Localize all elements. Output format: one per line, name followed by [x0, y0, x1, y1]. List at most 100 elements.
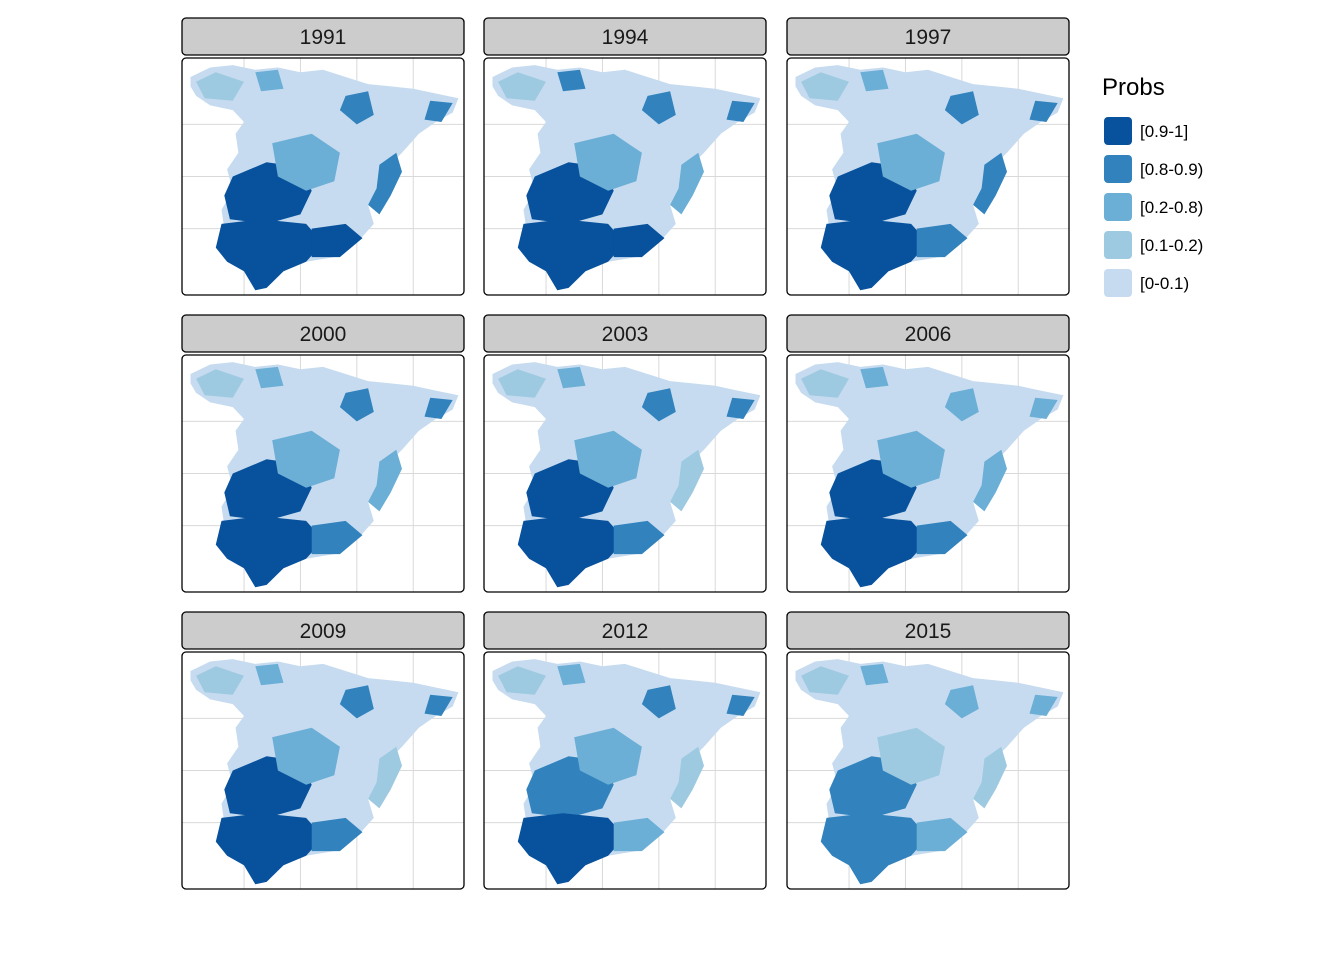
region-northeast: [944, 388, 979, 422]
region-east: [670, 449, 704, 512]
legend-items: [0.9-1] [0.8-0.9) [0.2-0.8) [0.1-0.2) [0-0.1…: [1104, 117, 1203, 297]
region-center: [272, 727, 340, 785]
panel-strip: [483, 17, 767, 56]
region-south: [613, 817, 665, 852]
legend-key: [1104, 117, 1132, 145]
region-north: [498, 72, 546, 101]
map-panel-2009: 2009: [181, 611, 465, 890]
map-panel-1994: 1994: [483, 17, 767, 296]
region-southwest: [517, 219, 625, 291]
region-southwest: [215, 219, 323, 291]
region-north: [498, 666, 546, 695]
region-cantabria: [557, 366, 586, 389]
region-catalonia-coast: [726, 100, 755, 122]
region-south: [916, 817, 968, 852]
region-east: [368, 449, 402, 512]
legend-label: [0.1-0.2): [1140, 236, 1203, 255]
panel-year-label: 2015: [905, 620, 952, 643]
panel-strip: [786, 611, 1070, 650]
panel-strip: [786, 314, 1070, 353]
region-cantabria: [860, 366, 889, 389]
map-panel-2000: 2000: [181, 314, 465, 593]
region-east: [973, 152, 1007, 215]
region-center: [877, 430, 945, 488]
panel-frame: [483, 354, 767, 593]
region-center: [574, 430, 642, 488]
region-south: [613, 520, 665, 555]
region-east: [670, 746, 704, 809]
region-north: [801, 369, 849, 398]
panel-frame: [786, 354, 1070, 593]
panel-year-label: 1991: [300, 26, 347, 49]
legend-key: [1104, 155, 1132, 183]
map-panel-2012: 2012: [483, 611, 767, 890]
region-catalonia-coast: [1029, 100, 1058, 122]
panel-frame: [181, 57, 465, 296]
region-east: [973, 449, 1007, 512]
region-south: [613, 223, 665, 258]
region-cantabria: [255, 69, 284, 92]
region-catalonia-coast: [424, 694, 453, 716]
region-catalonia-coast: [424, 397, 453, 419]
region-center: [272, 133, 340, 191]
region-north: [801, 666, 849, 695]
panel-year-label: 2006: [905, 323, 952, 346]
legend-key: [1104, 231, 1132, 259]
region-southwest: [820, 219, 928, 291]
region-center: [272, 430, 340, 488]
panel-year-label: 2009: [300, 620, 347, 643]
panel-strip: [786, 17, 1070, 56]
region-center: [574, 727, 642, 785]
region-northeast: [641, 91, 676, 125]
region-north: [498, 369, 546, 398]
panel-year-label: 1997: [905, 26, 952, 49]
region-cantabria: [860, 663, 889, 686]
legend-key: [1104, 193, 1132, 221]
region-northeast: [944, 91, 979, 125]
region-south: [311, 223, 363, 258]
region-cantabria: [255, 366, 284, 389]
legend-title: Probs: [1102, 74, 1165, 101]
region-cantabria: [860, 69, 889, 92]
region-northeast: [641, 388, 676, 422]
region-northeast: [339, 685, 374, 719]
legend-label: [0.2-0.8): [1140, 198, 1203, 217]
region-northeast: [641, 685, 676, 719]
region-southwest: [517, 516, 625, 588]
region-north: [196, 369, 244, 398]
region-southwest: [215, 516, 323, 588]
region-southwest: [820, 813, 928, 885]
panel-year-label: 2012: [602, 620, 649, 643]
panel-frame: [786, 651, 1070, 890]
region-catalonia-coast: [1029, 694, 1058, 716]
panel-year-label: 2000: [300, 323, 347, 346]
legend-label: [0.9-1]: [1140, 122, 1188, 141]
panel-frame: [483, 651, 767, 890]
region-northeast: [339, 91, 374, 125]
panel-strip: [483, 314, 767, 353]
legend-label: [0-0.1): [1140, 274, 1189, 293]
region-north: [196, 72, 244, 101]
region-east: [368, 746, 402, 809]
region-southwest: [517, 813, 625, 885]
panel-frame: [181, 651, 465, 890]
map-panel-2015: 2015: [786, 611, 1070, 890]
region-catalonia-coast: [424, 100, 453, 122]
region-east: [973, 746, 1007, 809]
region-center: [574, 133, 642, 191]
region-south: [311, 817, 363, 852]
legend: Probs [0.9-1] [0.8-0.9) [0.2-0.8) [0.1-0.2)…: [1102, 74, 1203, 297]
region-north: [801, 72, 849, 101]
region-southwest: [215, 813, 323, 885]
region-south: [916, 520, 968, 555]
panel-strip: [181, 314, 465, 353]
region-northeast: [944, 685, 979, 719]
region-north: [196, 666, 244, 695]
region-east: [368, 152, 402, 215]
panel-frame: [786, 57, 1070, 296]
map-panel-2003: 2003: [483, 314, 767, 593]
panel-strip: [181, 17, 465, 56]
region-southwest: [820, 516, 928, 588]
region-center: [877, 727, 945, 785]
